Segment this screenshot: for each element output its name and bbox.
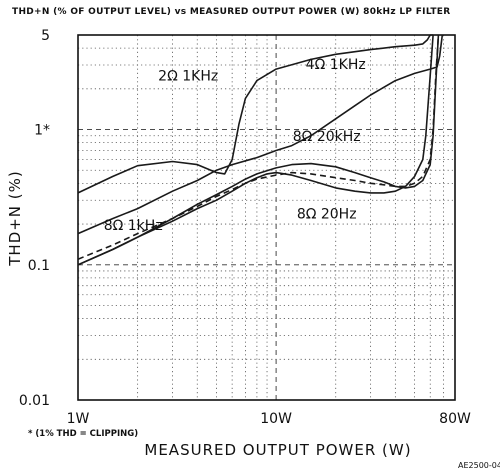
series-line-1 — [77, 34, 444, 235]
series-line-4 — [77, 34, 440, 266]
series-label-4: 8Ω 20Hz — [297, 207, 357, 223]
curve-labels: 2Ω 1KHz 4Ω 1KHz 8Ω 1kHz 8Ω 20kHz 8Ω 20Hz — [104, 57, 366, 234]
series-line-0 — [77, 34, 434, 194]
series-line-2 — [77, 34, 434, 266]
x-tick-label: 10W — [260, 411, 292, 427]
figure-id: AE2500-04 — [458, 461, 500, 470]
y-tick-labels: 5 1* 0.1 0.01 — [19, 28, 50, 409]
x-axis-title: MEASURED OUTPUT POWER (W) — [144, 441, 411, 459]
x-tick-label: 80W — [439, 411, 471, 427]
y-tick-label: 0.01 — [19, 393, 50, 409]
clipping-note: * (1% THD = CLIPPING) — [28, 429, 138, 439]
y-tick-label: 1* — [34, 123, 50, 139]
series-label-1: 4Ω 1KHz — [306, 57, 366, 73]
y-tick-label: 5 — [41, 28, 50, 44]
y-tick-label: 0.1 — [28, 258, 50, 274]
x-tick-labels: 1W 10W 80W — [67, 411, 471, 427]
series-line-3 — [77, 34, 440, 260]
series-label-0: 2Ω 1KHz — [158, 69, 218, 85]
x-tick-label: 1W — [67, 411, 90, 427]
chart-title: THD+N (% OF OUTPUT LEVEL) vs MEASURED OU… — [12, 7, 450, 17]
curves — [77, 34, 444, 266]
plot-frame — [77, 34, 456, 401]
series-label-3: 8Ω 20kHz — [293, 129, 361, 145]
series-label-2: 8Ω 1kHz — [104, 218, 163, 234]
major-grid — [78, 35, 455, 400]
y-axis-title: THD+N (%) — [6, 170, 24, 267]
